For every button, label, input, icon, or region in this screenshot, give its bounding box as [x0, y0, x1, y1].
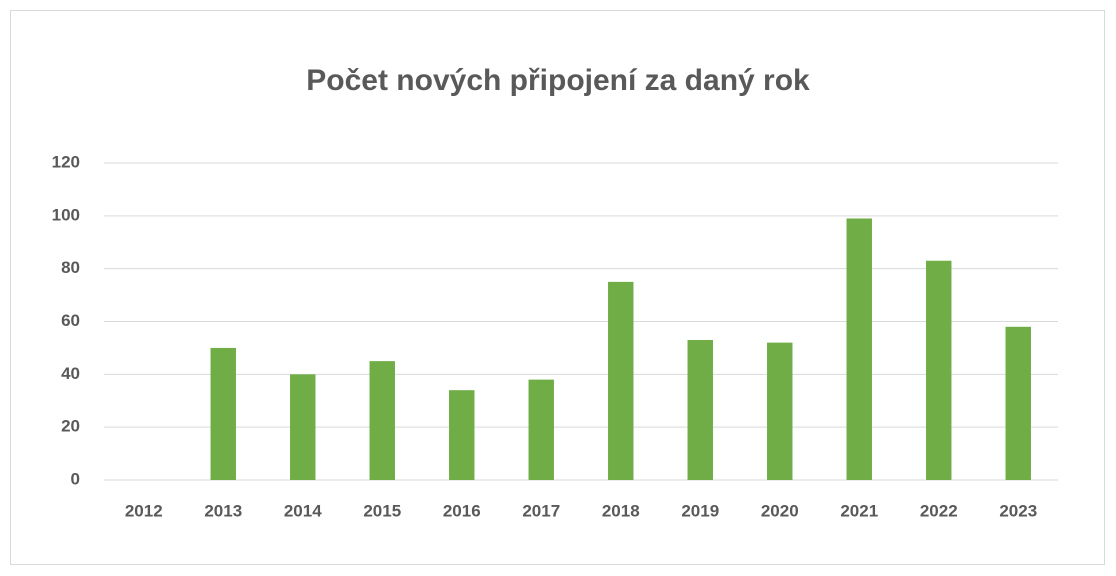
y-tick-label: 20: [61, 417, 80, 436]
chart-title: Počet nových připojení za daný rok: [306, 64, 810, 97]
y-tick-label: 120: [52, 152, 80, 171]
y-tick-label: 60: [61, 311, 80, 330]
bar: [1005, 326, 1031, 480]
x-tick-label: 2015: [363, 501, 401, 520]
bar: [290, 374, 316, 480]
y-tick-label: 100: [52, 205, 80, 224]
bar: [846, 218, 872, 480]
bar: [528, 379, 554, 480]
y-tick-label: 80: [61, 258, 80, 277]
chart-frame: [10, 10, 1105, 565]
x-tick-label: 2022: [920, 501, 958, 520]
x-tick-label: 2013: [204, 501, 242, 520]
x-tick-label: 2019: [681, 501, 719, 520]
x-tick-label: 2012: [125, 501, 163, 520]
x-tick-label: 2020: [761, 501, 799, 520]
y-tick-label: 40: [61, 364, 80, 383]
bar: [926, 260, 952, 480]
bar: [767, 342, 793, 480]
x-tick-label: 2014: [284, 501, 322, 520]
x-tick-label: 2021: [840, 501, 878, 520]
x-tick-label: 2023: [999, 501, 1037, 520]
bar: [608, 281, 634, 480]
x-tick-label: 2017: [522, 501, 560, 520]
bar: [210, 347, 236, 480]
bar: [369, 361, 395, 480]
bar: [687, 339, 713, 480]
x-tick-label: 2018: [602, 501, 640, 520]
x-tick-label: 2016: [443, 501, 481, 520]
y-tick-label: 0: [71, 469, 80, 488]
bar: [449, 390, 475, 480]
